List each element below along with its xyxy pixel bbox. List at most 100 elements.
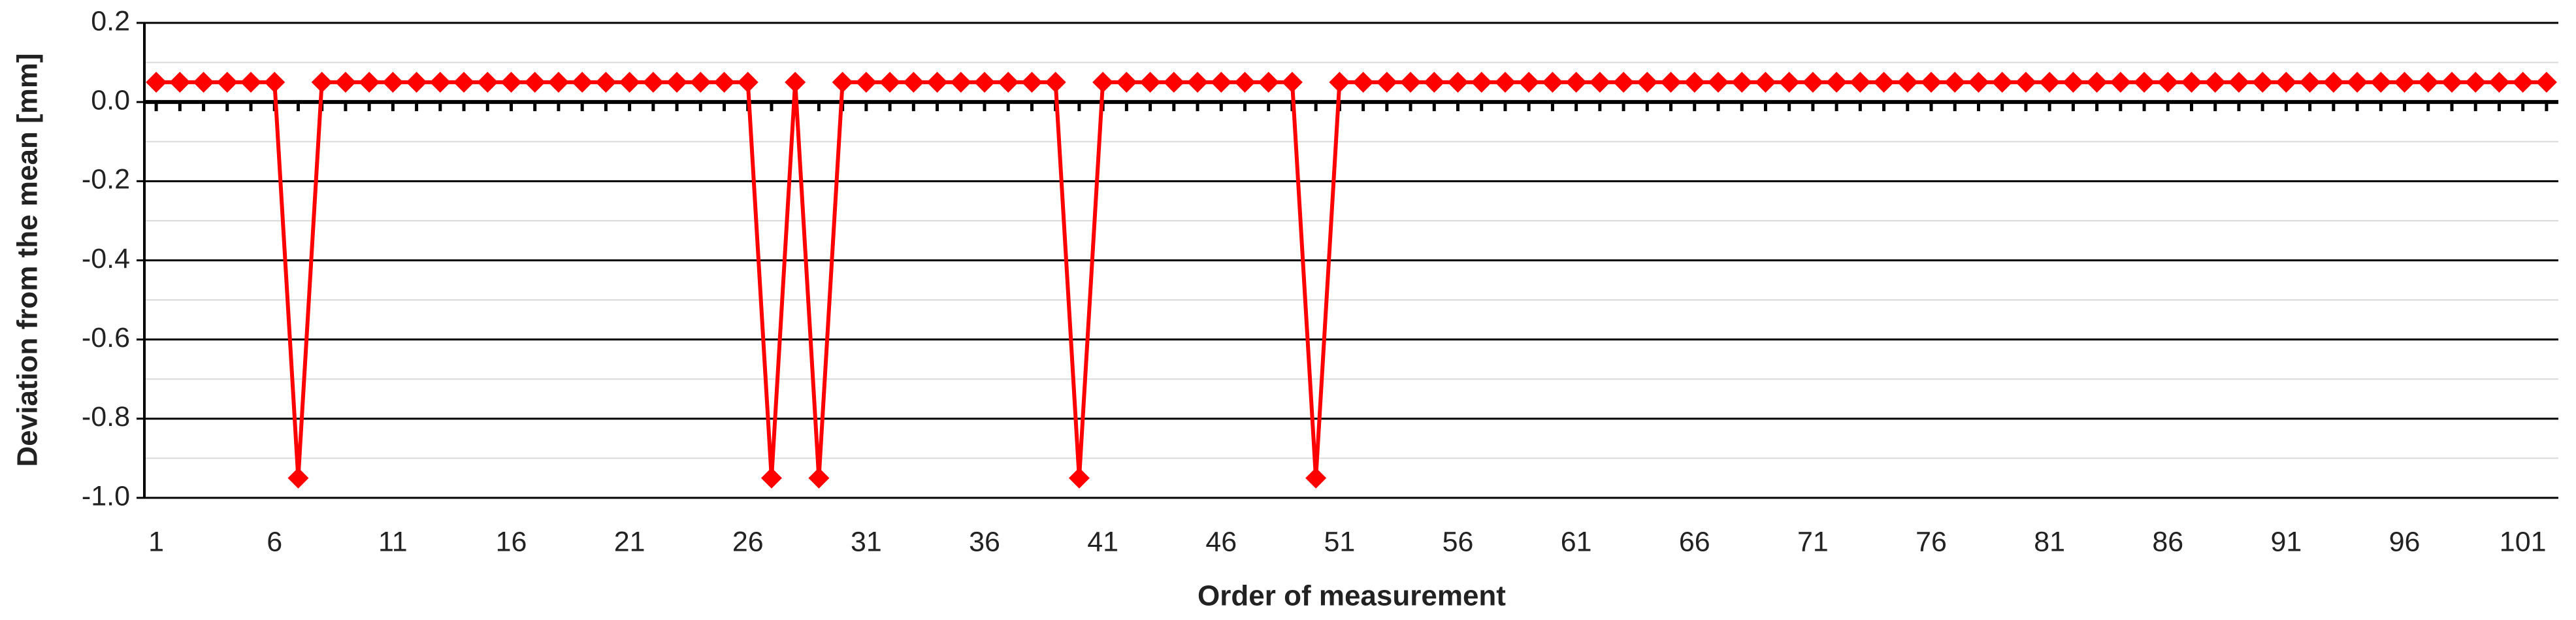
marker — [2488, 71, 2510, 93]
marker — [1613, 71, 1635, 93]
marker — [287, 467, 309, 489]
marker — [1778, 71, 1800, 93]
marker — [1139, 71, 1161, 93]
marker — [453, 71, 475, 93]
y-tick-label: -0.6 — [82, 322, 130, 353]
marker — [690, 71, 711, 93]
marker — [1234, 71, 1256, 93]
marker — [1211, 71, 1232, 93]
marker — [619, 71, 640, 93]
marker — [2370, 71, 2392, 93]
x-tick-label: 101 — [2500, 526, 2547, 557]
marker — [1802, 71, 1823, 93]
marker — [477, 71, 498, 93]
x-tick-label: 51 — [1324, 526, 1355, 557]
marker — [2512, 71, 2534, 93]
y-tick-label: 0.0 — [91, 85, 130, 116]
x-tick-label: 56 — [1443, 526, 1474, 557]
marker — [1684, 71, 1705, 93]
marker — [2417, 71, 2439, 93]
x-tick-label: 1 — [148, 526, 164, 557]
marker — [1707, 71, 1729, 93]
marker — [1944, 71, 1966, 93]
marker — [1045, 71, 1066, 93]
y-axis-title: Deviation from the mean [mm] — [12, 53, 44, 466]
marker — [1968, 71, 1989, 93]
x-tick-label: 31 — [851, 526, 882, 557]
marker — [2299, 71, 2321, 93]
x-tick-label: 6 — [267, 526, 282, 557]
marker — [1494, 71, 1516, 93]
marker — [1921, 71, 1942, 93]
marker — [1755, 71, 1776, 93]
marker — [1826, 71, 1848, 93]
x-tick-label: 26 — [732, 526, 764, 557]
x-tick-label: 41 — [1087, 526, 1118, 557]
marker — [1471, 71, 1492, 93]
marker — [1305, 467, 1327, 489]
marker — [547, 71, 569, 93]
marker — [595, 71, 617, 93]
marker — [666, 71, 688, 93]
marker — [2204, 71, 2226, 93]
marker — [1518, 71, 1540, 93]
marker — [903, 71, 924, 93]
marker — [2441, 71, 2462, 93]
marker — [642, 71, 664, 93]
x-tick-label: 81 — [2034, 526, 2065, 557]
marker — [1258, 71, 1279, 93]
marker — [1021, 71, 1043, 93]
marker — [785, 71, 806, 93]
marker — [216, 71, 238, 93]
marker — [1991, 71, 2013, 93]
x-tick-label: 66 — [1679, 526, 1710, 557]
marker — [311, 71, 333, 93]
x-tick-label: 96 — [2389, 526, 2421, 557]
marker — [1281, 71, 1303, 93]
marker — [429, 71, 451, 93]
marker — [713, 71, 735, 93]
marker — [1376, 71, 1397, 93]
x-tick-label: 11 — [378, 526, 408, 557]
marker — [193, 71, 214, 93]
y-tick-label: -0.4 — [82, 243, 130, 274]
y-tick-label: 0.2 — [91, 5, 130, 37]
y-tick-label: -0.8 — [82, 401, 130, 432]
marker — [2394, 71, 2415, 93]
marker — [926, 71, 948, 93]
marker — [879, 71, 901, 93]
marker — [572, 71, 593, 93]
marker — [950, 71, 971, 93]
marker — [2535, 71, 2557, 93]
marker — [500, 71, 522, 93]
marker — [1589, 71, 1610, 93]
marker — [2323, 71, 2344, 93]
x-tick-label: 16 — [496, 526, 527, 557]
marker — [2181, 71, 2202, 93]
marker — [240, 71, 262, 93]
marker — [1850, 71, 1871, 93]
marker — [855, 71, 877, 93]
marker — [146, 71, 167, 93]
marker — [2134, 71, 2155, 93]
marker — [1873, 71, 1895, 93]
y-tick-label: -1.0 — [82, 480, 130, 512]
marker — [1731, 71, 1753, 93]
marker — [2465, 71, 2486, 93]
marker — [2110, 71, 2131, 93]
x-axis-title: Order of measurement — [1198, 580, 1506, 612]
marker — [2086, 71, 2108, 93]
marker — [406, 71, 427, 93]
marker — [1163, 71, 1184, 93]
x-tick-label: 61 — [1561, 526, 1592, 557]
marker — [1424, 71, 1445, 93]
x-tick-label: 86 — [2152, 526, 2183, 557]
marker — [2347, 71, 2368, 93]
marker — [1187, 71, 1209, 93]
marker — [1092, 71, 1114, 93]
marker — [169, 71, 191, 93]
marker — [1447, 71, 1469, 93]
marker — [2039, 71, 2061, 93]
marker — [2252, 71, 2274, 93]
marker — [974, 71, 996, 93]
